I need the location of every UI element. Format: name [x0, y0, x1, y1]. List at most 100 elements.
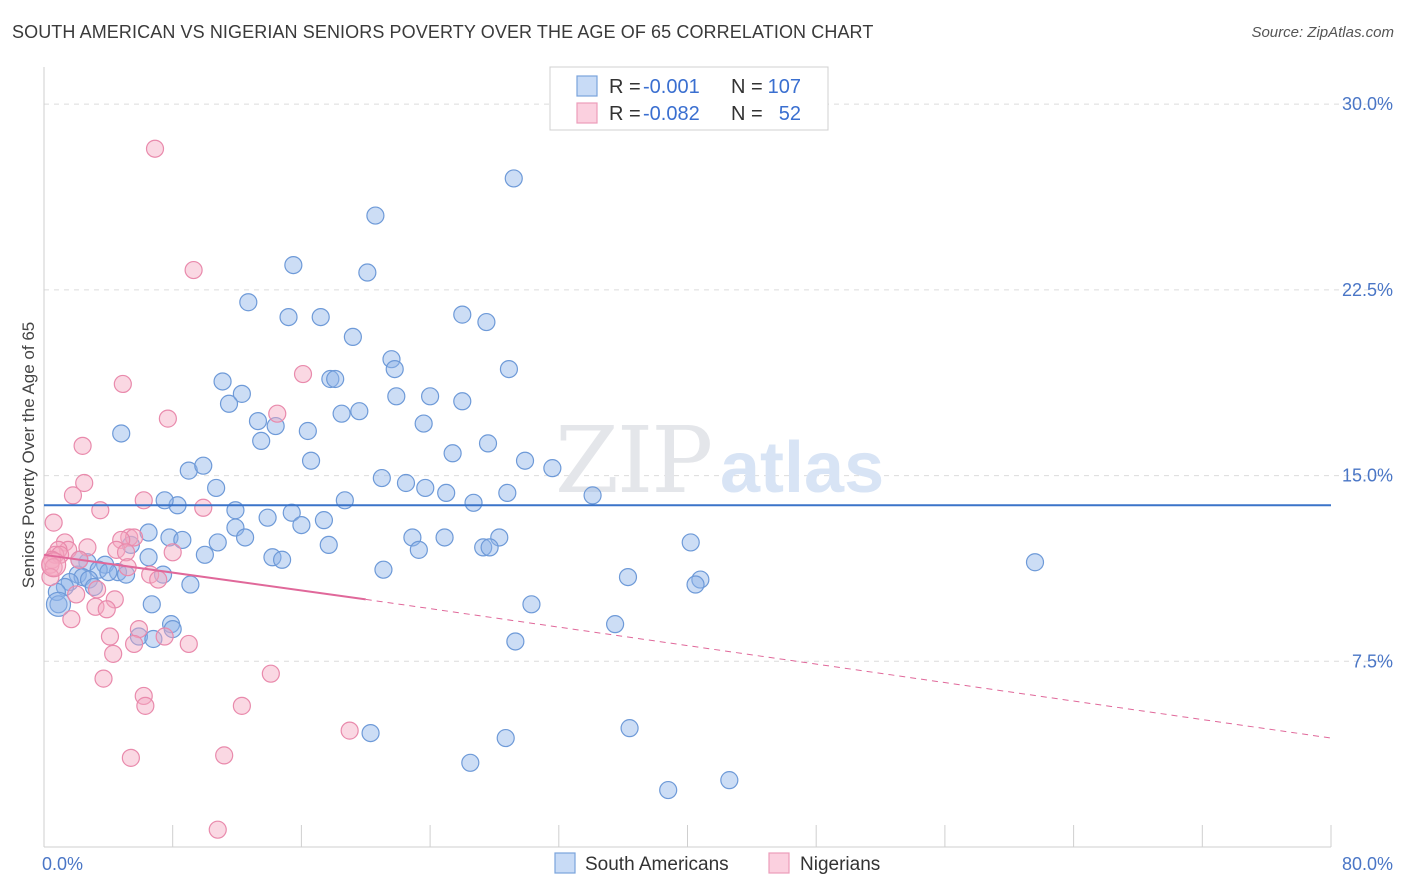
data-point — [99, 563, 118, 582]
data-point — [1025, 553, 1045, 572]
data-point — [63, 486, 83, 505]
data-point — [522, 595, 541, 614]
data-point — [435, 528, 454, 547]
data-point — [279, 307, 298, 327]
grid-lines — [44, 103, 1393, 662]
data-point — [100, 627, 120, 646]
data-point — [326, 369, 345, 389]
data-point — [409, 540, 428, 559]
legend-r-label-1: R = — [609, 76, 641, 98]
data-point — [478, 434, 498, 453]
data-point — [44, 558, 63, 577]
data-point — [311, 307, 330, 327]
data-point — [258, 508, 277, 527]
data-point — [158, 409, 177, 428]
data-point — [461, 753, 480, 772]
bottom-legend-swatch-pink — [768, 852, 790, 874]
data-point — [474, 538, 493, 557]
data-point — [208, 533, 227, 552]
data-point — [396, 473, 416, 493]
data-point — [416, 478, 435, 498]
data-point — [248, 411, 268, 431]
data-point — [293, 364, 313, 384]
legend: R = -0.001 N = 107 R = -0.082 N = 52 — [549, 66, 829, 131]
data-point — [498, 483, 517, 503]
data-point — [543, 459, 562, 478]
data-point — [184, 260, 203, 280]
data-point — [136, 696, 155, 715]
data-point — [343, 327, 362, 347]
legend-n-label-2: N = — [731, 103, 763, 125]
data-point — [319, 535, 338, 555]
data-point — [75, 473, 94, 493]
legend-r-label-2: R = — [609, 103, 641, 125]
data-point — [45, 591, 72, 617]
data-point — [155, 627, 174, 646]
trend-line-nigerians — [43, 553, 366, 601]
data-point — [686, 575, 705, 594]
legend-n-value-1: 107 — [768, 76, 801, 98]
data-point — [618, 567, 638, 587]
x-tick-label: 0.0% — [42, 854, 83, 874]
data-point — [437, 483, 456, 503]
data-point — [195, 545, 214, 564]
data-point — [116, 543, 136, 562]
data-point — [232, 696, 251, 715]
data-point — [86, 597, 105, 616]
x-tick-label: 80.0% — [1342, 854, 1393, 874]
bottom-legend-south-americans: South Americans — [585, 854, 729, 875]
data-point — [387, 387, 406, 406]
data-point — [112, 424, 131, 443]
data-point — [720, 771, 739, 790]
data-point — [464, 493, 483, 512]
svg-text:atlas: atlas — [720, 428, 884, 508]
data-point — [681, 533, 700, 552]
data-point — [145, 139, 165, 158]
data-point — [139, 523, 158, 542]
data-point — [44, 513, 63, 532]
axes — [43, 67, 1332, 848]
data-point — [298, 421, 317, 441]
y-tick-label: 30.0% — [1342, 94, 1393, 114]
data-point — [332, 404, 351, 423]
data-point — [124, 634, 144, 654]
data-point — [340, 721, 359, 740]
y-axis-title: Seniors Poverty Over the Age of 65 — [19, 322, 38, 588]
data-point — [366, 206, 385, 225]
data-point — [414, 414, 433, 433]
data-point — [94, 669, 113, 688]
y-tick-label: 7.5% — [1352, 651, 1393, 671]
data-point — [62, 610, 81, 629]
data-point — [443, 444, 462, 463]
x-tick-labels: 0.0% 80.0% — [42, 854, 1393, 874]
data-point — [282, 503, 301, 522]
chart-title: SOUTH AMERICAN VS NIGERIAN SENIORS POVER… — [12, 22, 874, 42]
bottom-legend-nigerians: Nigerians — [800, 854, 880, 875]
data-point — [620, 719, 639, 738]
data-point — [583, 486, 602, 505]
data-point — [453, 305, 472, 324]
data-point — [272, 550, 292, 569]
data-point — [213, 372, 232, 391]
data-point — [208, 820, 227, 839]
data-point — [480, 538, 499, 557]
data-point — [385, 359, 404, 379]
data-point — [239, 293, 258, 312]
data-point — [606, 615, 625, 634]
data-point — [207, 478, 226, 498]
y-tick-label: 15.0% — [1342, 466, 1393, 486]
legend-swatch-blue — [576, 75, 598, 97]
y-tick-labels: 7.5% 15.0% 22.5% 30.0% — [1342, 94, 1393, 671]
data-point — [181, 575, 200, 594]
data-point — [284, 255, 303, 275]
data-point — [73, 436, 92, 455]
data-point — [314, 511, 334, 530]
data-point — [477, 312, 496, 332]
data-point — [292, 515, 311, 535]
data-point — [173, 530, 192, 550]
series-south-americans — [45, 169, 1045, 800]
data-point — [358, 263, 377, 282]
data-point — [67, 585, 86, 604]
data-point — [219, 394, 239, 413]
